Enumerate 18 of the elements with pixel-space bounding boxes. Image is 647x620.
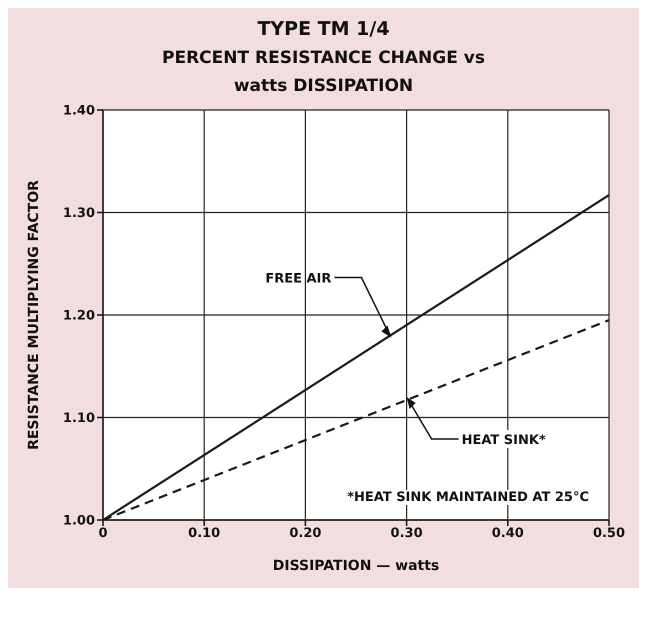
chart-title: TYPE TM 1/4	[256, 18, 391, 40]
annotation: HEAT SINK*	[462, 433, 546, 448]
y-tick-label: 1.40	[62, 104, 95, 119]
x-tick-label: 0.50	[592, 526, 626, 542]
x-tick-label: 0	[98, 526, 108, 542]
annotation: FREE AIR	[265, 272, 332, 287]
x-tick-label: 0.40	[492, 526, 524, 542]
y-tick-label: 1.30	[62, 206, 95, 222]
y-tick-label: 1.10	[62, 411, 95, 426]
y-axis-title: RESISTANCE MULTIPLYING FACTOR	[26, 180, 42, 450]
annotation: *HEAT SINK MAINTAINED AT 25°C	[347, 490, 589, 505]
x-tick-label: 0.30	[390, 526, 423, 542]
x-tick-label: 0.20	[289, 526, 322, 542]
chart-subtitle: PERCENT RESISTANCE CHANGE vs watts DISSIPATION	[161, 47, 486, 98]
x-tick-label: 0.10	[188, 526, 220, 542]
y-tick-label: 1.20	[62, 308, 95, 324]
y-tick-label: 1.00	[62, 514, 95, 529]
x-axis-title: DISSIPATION — watts	[272, 558, 440, 574]
